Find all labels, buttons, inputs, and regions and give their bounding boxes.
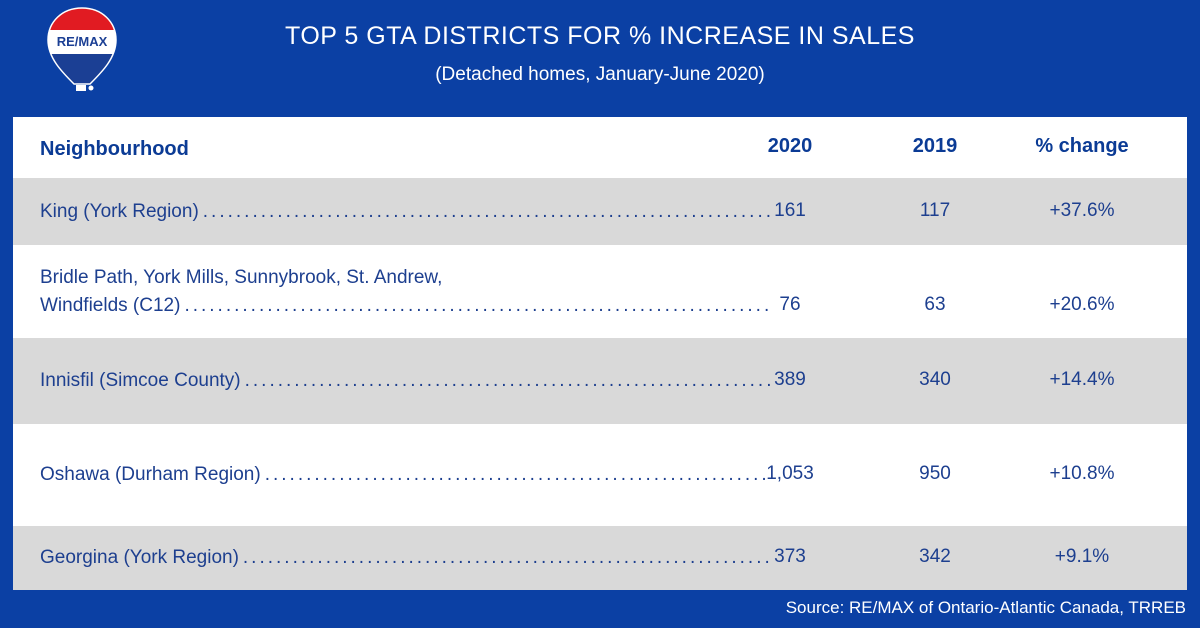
neighbourhood-cell: Georgina (York Region)..................… <box>40 544 770 572</box>
svg-text:RE/MAX: RE/MAX <box>57 34 108 49</box>
dot-leader: ........................................… <box>202 200 770 222</box>
value-2019: 340 <box>919 369 951 390</box>
header-2019: 2019 <box>912 135 958 157</box>
neighbourhood-cell: Innisfil (Simcoe County)................… <box>40 367 770 395</box>
table-row: Oshawa (Durham Region)..................… <box>13 424 1187 526</box>
page-title: TOP 5 GTA DISTRICTS FOR % INCREASE IN SA… <box>285 22 915 50</box>
table-row: King (York Region)......................… <box>13 178 1187 245</box>
table-row: Georgina (York Region)..................… <box>13 526 1187 590</box>
table-row: Innisfil (Simcoe County)................… <box>13 338 1187 424</box>
percent-change: +14.4% <box>1049 369 1115 390</box>
value-2020: 76 <box>779 293 801 315</box>
header-2020: 2020 <box>767 135 813 157</box>
header-neighbourhood: Neighbourhood <box>40 138 189 160</box>
percent-change: +10.8% <box>1049 463 1115 484</box>
remax-balloon-logo: RE/MAX <box>47 7 117 91</box>
page-subtitle: (Detached homes, January-June 2020) <box>435 64 765 85</box>
value-2020: 389 <box>774 369 806 390</box>
dot-leader: ........................................… <box>244 370 770 391</box>
value-2019: 63 <box>924 293 946 315</box>
value-2019: 950 <box>919 463 951 484</box>
neighbourhood-name: King (York Region) <box>40 200 199 222</box>
percent-change: +20.6% <box>1049 293 1115 315</box>
table-header-row: Neighbourhood 2020 2019 % change <box>13 117 1187 178</box>
neighbourhood-cell: King (York Region)......................… <box>40 198 770 226</box>
value-2020: 161 <box>774 199 806 221</box>
dot-leader: ........................................… <box>264 464 770 485</box>
source-note: Source: RE/MAX of Ontario-Atlantic Canad… <box>785 598 1186 617</box>
neighbourhood-name: Innisfil (Simcoe County) <box>40 370 241 391</box>
dot-leader: ........................................… <box>184 294 770 316</box>
header-change: % change <box>1035 135 1129 157</box>
dot-leader: ........................................… <box>242 547 770 568</box>
neighbourhood-name: Windfields (C12) <box>40 294 181 316</box>
sales-table: Neighbourhood 2020 2019 % change King (Y… <box>13 117 1187 590</box>
percent-change: +9.1% <box>1054 546 1110 567</box>
neighbourhood-cell: Oshawa (Durham Region)..................… <box>40 461 770 489</box>
neighbourhood-cell: Bridle Path, York Mills, Sunnybrook, St.… <box>40 264 770 320</box>
neighbourhood-name: Georgina (York Region) <box>40 547 239 568</box>
percent-change: +37.6% <box>1049 199 1115 221</box>
neighbourhood-name: Bridle Path, York Mills, Sunnybrook, St.… <box>40 266 443 288</box>
value-2019: 342 <box>919 546 951 567</box>
neighbourhood-name: Oshawa (Durham Region) <box>40 464 261 485</box>
value-2020: 1,053 <box>766 463 814 484</box>
value-2019: 117 <box>919 199 951 221</box>
value-2020: 373 <box>774 546 806 567</box>
table-row: Bridle Path, York Mills, Sunnybrook, St.… <box>13 245 1187 338</box>
